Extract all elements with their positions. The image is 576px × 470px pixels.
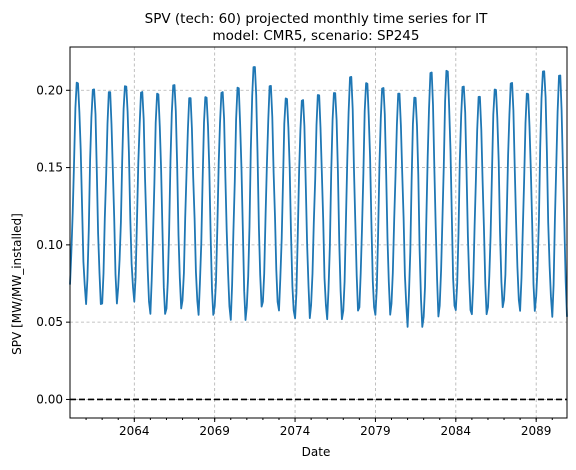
chart-subtitle: model: CMR5, scenario: SP245 (213, 28, 420, 44)
y-tick-label: 0.10 (36, 238, 63, 252)
y-tick-label: 0.15 (36, 161, 63, 175)
x-axis-label: Date (302, 445, 331, 459)
y-axis-label: SPV [MW/MW_installed] (10, 213, 24, 355)
chart-title: SPV (tech: 60) projected monthly time se… (145, 11, 488, 27)
y-axis: 0.00 0.05 0.10 0.15 0.20 (36, 83, 70, 406)
y-tick-label: 0.05 (36, 315, 63, 329)
x-tick-label: 2069 (199, 424, 230, 438)
grid (70, 47, 567, 418)
y-tick-label: 0.20 (36, 83, 63, 97)
plot-frame (69, 46, 568, 419)
x-tick-label: 2064 (119, 424, 150, 438)
x-axis: 2064 2069 2074 2079 2084 2089 (85, 418, 553, 438)
x-tick-label: 2084 (441, 424, 472, 438)
y-tick-label: 0.00 (36, 392, 63, 406)
x-tick-label: 2089 (521, 424, 552, 438)
series-layer (69, 66, 568, 328)
x-tick-label: 2074 (280, 424, 311, 438)
spv-series-line (69, 66, 568, 328)
x-tick-label: 2079 (360, 424, 391, 438)
